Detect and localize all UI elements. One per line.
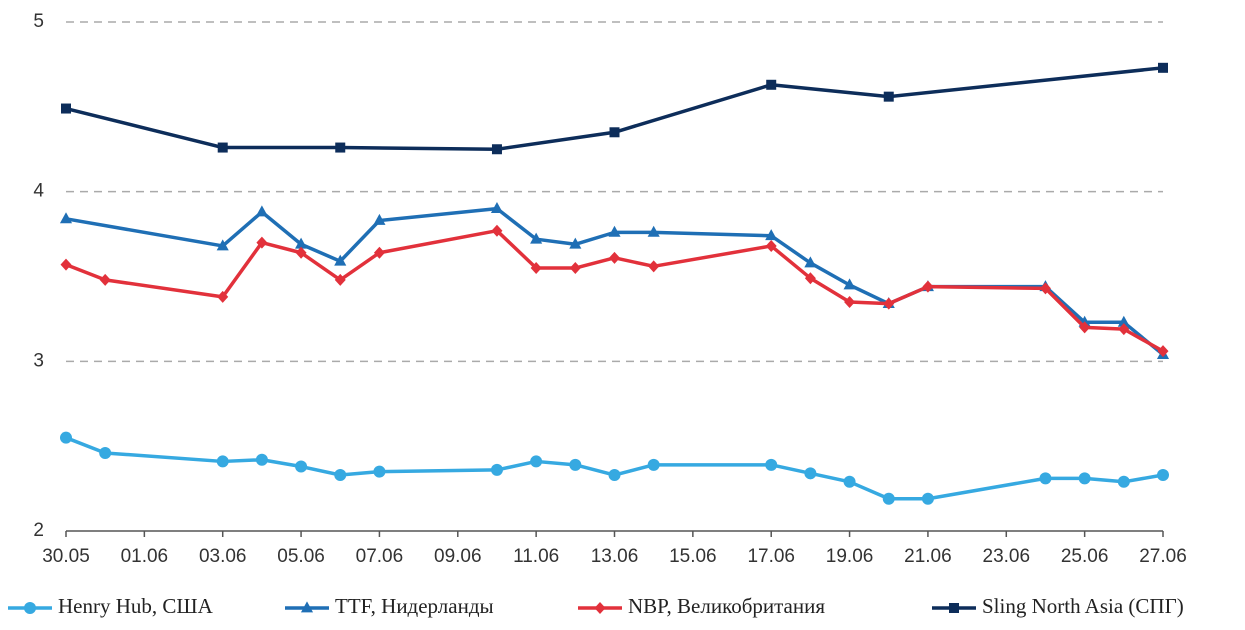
marker	[61, 103, 71, 114]
marker	[569, 262, 581, 275]
marker	[334, 254, 347, 266]
marker	[335, 142, 346, 153]
y-tick-label: 2	[33, 520, 44, 541]
marker	[60, 258, 72, 271]
marker	[295, 246, 307, 259]
marker	[1157, 345, 1169, 358]
marker	[255, 453, 268, 466]
marker	[1158, 62, 1168, 73]
series-line	[65, 436, 1164, 501]
marker	[334, 273, 346, 286]
marker	[491, 224, 503, 237]
marker	[373, 465, 386, 478]
marker	[1117, 315, 1130, 327]
marker	[647, 458, 660, 471]
marker	[490, 202, 504, 214]
x-tick-label: 21.06	[904, 546, 952, 567]
marker	[491, 144, 502, 155]
marker	[648, 260, 660, 273]
marker	[765, 458, 778, 471]
marker	[490, 463, 503, 476]
marker	[922, 280, 934, 293]
x-tick-label: 03.06	[199, 546, 247, 567]
marker	[255, 205, 268, 217]
marker	[594, 602, 606, 614]
marker	[569, 237, 582, 249]
marker	[24, 602, 36, 614]
x-tick-label: 15.06	[669, 546, 717, 567]
marker	[843, 475, 856, 488]
marker	[569, 458, 582, 471]
x-tick-label: 09.06	[434, 546, 482, 567]
y-tick-label: 3	[33, 350, 44, 371]
x-tick-label: 17.06	[747, 546, 795, 567]
series-line	[65, 66, 1164, 151]
x-tick-label: 27.06	[1139, 546, 1187, 567]
marker	[882, 492, 895, 505]
legend: NBP, Великобритания	[628, 594, 825, 618]
marker	[1079, 321, 1091, 334]
y-tick-label: 5	[33, 11, 44, 32]
series-line	[65, 228, 1164, 353]
marker	[1157, 469, 1169, 482]
marker	[609, 251, 620, 264]
x-tick-label: 19.06	[826, 546, 874, 567]
legend: Henry Hub, США	[58, 594, 214, 618]
marker	[99, 446, 112, 459]
legend: TTF, Нидерланды	[335, 594, 494, 618]
marker	[99, 273, 111, 286]
marker	[804, 467, 817, 480]
y-tick-label: 4	[33, 181, 44, 202]
marker	[1039, 282, 1051, 295]
marker	[530, 262, 542, 275]
marker	[530, 232, 543, 244]
x-tick-label: 23.06	[983, 546, 1031, 567]
marker	[608, 469, 621, 482]
marker	[256, 236, 268, 249]
marker	[300, 601, 314, 613]
x-tick-label: 01.06	[121, 546, 169, 567]
x-tick-label: 11.06	[513, 546, 559, 567]
x-tick-label: 25.06	[1061, 546, 1109, 567]
marker	[217, 142, 228, 153]
marker	[1078, 472, 1091, 485]
marker	[295, 460, 308, 473]
x-tick-label: 07.06	[356, 546, 404, 567]
marker	[1118, 323, 1130, 336]
marker	[883, 91, 894, 102]
legend: Sling North Asia (СПГ)	[982, 594, 1184, 618]
marker	[60, 431, 72, 444]
x-tick-label: 05.06	[277, 546, 325, 567]
marker	[766, 79, 777, 90]
marker	[530, 455, 543, 468]
marker	[334, 469, 347, 482]
marker	[804, 272, 816, 285]
marker	[804, 256, 817, 268]
marker	[949, 603, 959, 613]
x-tick-label: 30.05	[42, 546, 90, 567]
marker	[608, 225, 621, 237]
marker	[1117, 475, 1130, 488]
marker	[883, 297, 895, 310]
marker	[844, 295, 856, 308]
marker	[843, 278, 856, 290]
marker	[609, 127, 620, 138]
marker	[765, 239, 777, 252]
marker	[1039, 472, 1052, 485]
marker	[217, 290, 229, 303]
marker	[373, 213, 386, 225]
marker	[59, 212, 73, 224]
marker	[373, 246, 385, 259]
marker	[765, 229, 778, 241]
marker	[216, 239, 229, 251]
marker	[647, 225, 660, 237]
marker	[295, 237, 308, 249]
marker	[216, 455, 229, 468]
x-tick-label: 13.06	[591, 546, 639, 567]
marker	[921, 492, 934, 505]
